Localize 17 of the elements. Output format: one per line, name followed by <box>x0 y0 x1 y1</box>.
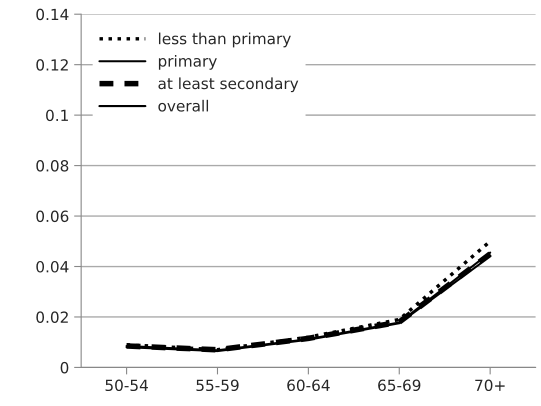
y-tick-label: 0.12 <box>36 59 68 71</box>
y-tick-label: 0.08 <box>36 160 68 172</box>
x-tick-label: 55-59 <box>196 380 239 392</box>
y-tick-label: 0.1 <box>46 110 68 122</box>
legend-label: primary <box>158 54 217 70</box>
y-tick-label: 0.02 <box>36 311 68 323</box>
legend-label: less than primary <box>158 32 291 48</box>
x-tick-label: 70+ <box>475 380 505 392</box>
y-tick-label: 0 <box>60 362 68 374</box>
legend-label: overall <box>158 100 208 112</box>
y-tick-label: 0.04 <box>36 260 68 273</box>
y-tick-label: 0.14 <box>36 8 68 20</box>
x-tick-label: 60-64 <box>287 380 330 392</box>
x-tick-label: 50-54 <box>106 380 148 392</box>
x-tick-label: 65-69 <box>378 380 420 392</box>
legend-label: at least secondary <box>158 77 298 92</box>
y-tick-label: 0.06 <box>36 210 68 222</box>
